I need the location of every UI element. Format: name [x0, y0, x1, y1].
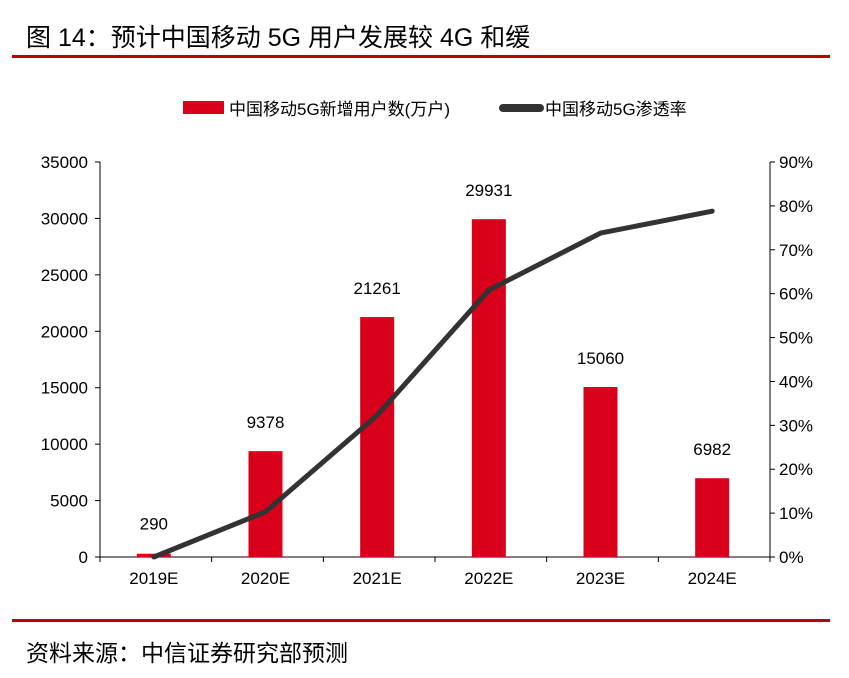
right-tick-label: 80%: [779, 197, 813, 216]
x-tick-label: 2020E: [241, 569, 290, 588]
right-tick-label: 90%: [779, 153, 813, 172]
bar-data-label: 9378: [247, 413, 285, 432]
right-tick-label: 40%: [779, 372, 813, 391]
x-tick-label: 2023E: [576, 569, 625, 588]
left-tick-label: 25000: [41, 266, 88, 285]
right-tick-label: 20%: [779, 460, 813, 479]
left-tick-label: 15000: [41, 379, 88, 398]
x-tick-label: 2022E: [464, 569, 513, 588]
right-tick-label: 70%: [779, 241, 813, 260]
footer-divider: [12, 619, 830, 622]
left-tick-label: 35000: [41, 153, 88, 172]
legend-line-swatch: [499, 104, 544, 112]
x-tick-label: 2021E: [353, 569, 402, 588]
right-tick-label: 10%: [779, 504, 813, 523]
left-tick-label: 20000: [41, 322, 88, 341]
x-tick-label: 2024E: [688, 569, 737, 588]
bar-data-label: 29931: [465, 181, 512, 200]
bar: [695, 478, 730, 557]
x-tick-label: 2019E: [129, 569, 178, 588]
legend-bar-label: 中国移动5G新增用户数(万户): [229, 100, 450, 119]
penetration-line: [151, 208, 715, 560]
left-tick-label: 0: [79, 548, 88, 567]
right-tick-label: 50%: [779, 329, 813, 348]
title-divider: [12, 55, 830, 58]
bar: [583, 387, 618, 557]
bar: [360, 317, 395, 557]
left-tick-label: 30000: [41, 209, 88, 228]
bar-data-label: 290: [140, 515, 168, 534]
right-tick-label: 60%: [779, 285, 813, 304]
legend-bar-swatch: [183, 101, 224, 114]
legend: 中国移动5G新增用户数(万户) 中国移动5G渗透率: [183, 100, 687, 119]
bar-data-label: 6982: [693, 440, 731, 459]
bar: [471, 219, 506, 558]
chart-title: 图 14：预计中国移动 5G 用户发展较 4G 和缓: [26, 24, 531, 52]
left-tick-label: 10000: [41, 435, 88, 454]
right-tick-label: 30%: [779, 416, 813, 435]
bar-data-label: 21261: [354, 279, 401, 298]
left-tick-label: 5000: [50, 492, 88, 511]
right-tick-label: 0%: [779, 548, 804, 567]
bar-data-label: 15060: [577, 349, 624, 368]
source-note: 资料来源：中信证券研究部预测: [26, 640, 348, 666]
legend-line-label: 中国移动5G渗透率: [545, 100, 687, 119]
